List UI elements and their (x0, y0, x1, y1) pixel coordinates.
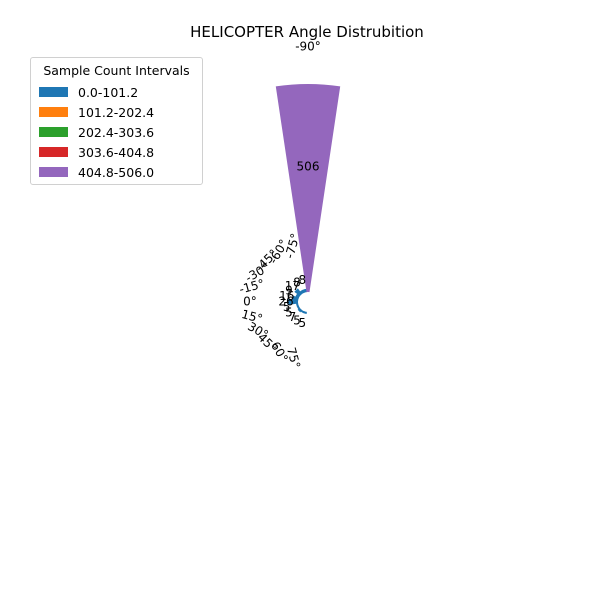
value-label: 8 (293, 275, 301, 289)
bar-wedge (303, 311, 307, 314)
angle-label: -75° (282, 232, 302, 260)
chart-title: HELICOPTER Angle Distrubition (190, 23, 424, 41)
angle-label: 15° (240, 307, 264, 326)
bar-wedge (295, 293, 301, 299)
value-label: 5 (293, 314, 301, 328)
angle-label: 75° (284, 346, 303, 370)
angle-label: -15° (238, 276, 266, 296)
legend-swatch (39, 107, 68, 117)
value-label: 16 (279, 289, 294, 303)
legend: Sample Count Intervals 0.0-101.2 101.2-2… (30, 57, 203, 185)
value-label: 506 (297, 159, 320, 173)
value-label: 5 (285, 306, 293, 320)
bars-group (275, 84, 341, 314)
legend-label: 101.2-202.4 (78, 104, 155, 120)
value-label: 9 (285, 284, 293, 298)
value-label: 5 (283, 300, 291, 314)
value-label: 17 (285, 279, 300, 293)
value-label: 8 (298, 273, 306, 287)
angle-label: -90° (295, 40, 321, 54)
legend-swatch (39, 147, 68, 157)
legend-item: 404.8-506.0 (39, 164, 154, 180)
legend-label: 404.8-506.0 (78, 164, 155, 180)
bar-wedge (294, 288, 303, 297)
legend-title: Sample Count Intervals (43, 63, 190, 78)
legend-label: 303.6-404.8 (78, 144, 155, 160)
legend-label: 0.0-101.2 (78, 84, 139, 100)
bar-wedge (302, 288, 307, 293)
bar-wedge (291, 295, 299, 301)
value-label: 26 (278, 295, 293, 309)
angle-labels-group: 0°-15°-30°-45°-60°-75°-90°75°60°45°30°15… (238, 40, 321, 370)
legend-swatch (39, 167, 68, 177)
legend-label: 202.4-303.6 (78, 124, 155, 140)
legend-item: 202.4-303.6 (39, 124, 154, 140)
bar-wedge (296, 303, 299, 307)
value-label: 5 (298, 316, 306, 330)
legend-swatch (39, 87, 68, 97)
legend-item: 101.2-202.4 (39, 104, 154, 120)
angle-label: 0° (243, 295, 257, 309)
legend-swatch (39, 127, 68, 137)
legend-item: 303.6-404.8 (39, 144, 154, 160)
legend-item: 0.0-101.2 (39, 84, 138, 100)
bar-wedge (296, 305, 301, 310)
value-label: 7 (289, 310, 297, 324)
bar-wedge (275, 84, 341, 293)
